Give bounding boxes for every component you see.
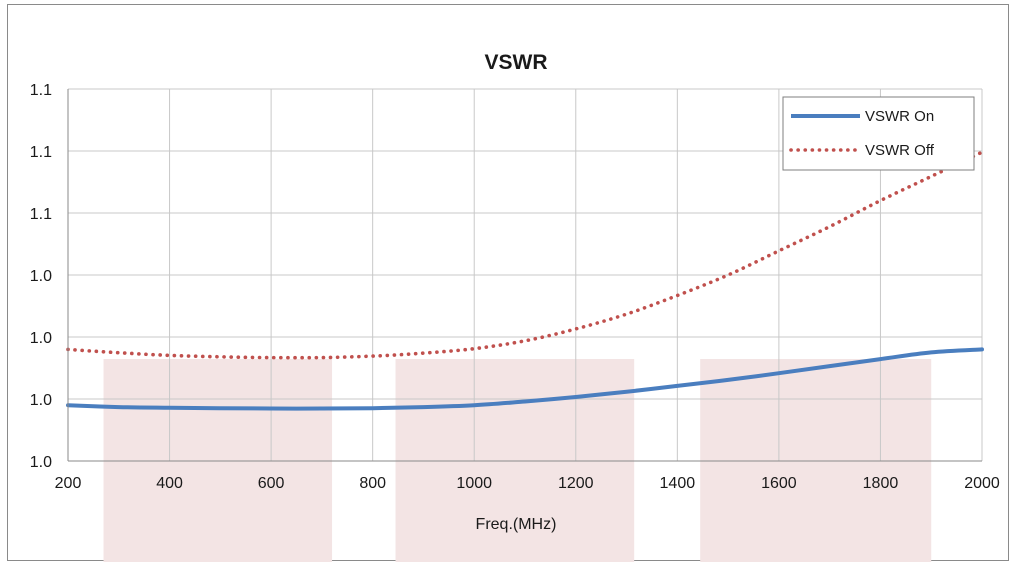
- legend-label-vswr-on: VSWR On: [865, 108, 934, 125]
- x-tick-label-1600: 1600: [761, 475, 797, 492]
- x-axis-title: Freq.(MHz): [476, 516, 557, 533]
- axes: 200 400 600 800 1000 1200 1400 1600 1800 2000 1.0 1…: [30, 82, 1000, 492]
- legend: VSWR On VSWR Off: [782, 96, 975, 171]
- y-tick-label-5: 1.1: [30, 144, 52, 161]
- chart-frame: 200 400 600 800 1000 1200 1400 1600 1800 2000 1.0 1…: [7, 4, 1009, 562]
- y-tick-label-3: 1.0: [30, 268, 52, 285]
- x-tick-label-1800: 1800: [863, 475, 899, 492]
- y-tick-label-4: 1.1: [30, 206, 52, 223]
- chart-title: VSWR: [485, 51, 548, 74]
- x-tick-label-400: 400: [156, 475, 183, 492]
- y-tick-label-0: 1.0: [30, 454, 52, 471]
- x-tick-label-1400: 1400: [660, 475, 696, 492]
- series-line-vswr-on: [66, 347, 984, 411]
- legend-label-vswr-off: VSWR Off: [865, 142, 935, 159]
- x-tick-label-200: 200: [55, 475, 82, 492]
- grid-lines: [67, 88, 983, 462]
- y-tick-label-6: 1.1: [30, 82, 52, 99]
- series-line-vswr-off: [66, 150, 984, 360]
- series-lines: [66, 150, 984, 411]
- vswr-chart: 200 400 600 800 1000 1200 1400 1600 1800 2000 1.0 1…: [30, 51, 1000, 562]
- y-tick-label-2: 1.0: [30, 330, 52, 347]
- y-tick-label-1: 1.0: [30, 392, 52, 409]
- x-tick-label-800: 800: [359, 475, 386, 492]
- legend-box: [782, 96, 975, 171]
- x-tick-label-1200: 1200: [558, 475, 594, 492]
- x-tick-label-2000: 2000: [964, 475, 1000, 492]
- x-tick-label-600: 600: [258, 475, 285, 492]
- x-tick-label-1000: 1000: [456, 475, 492, 492]
